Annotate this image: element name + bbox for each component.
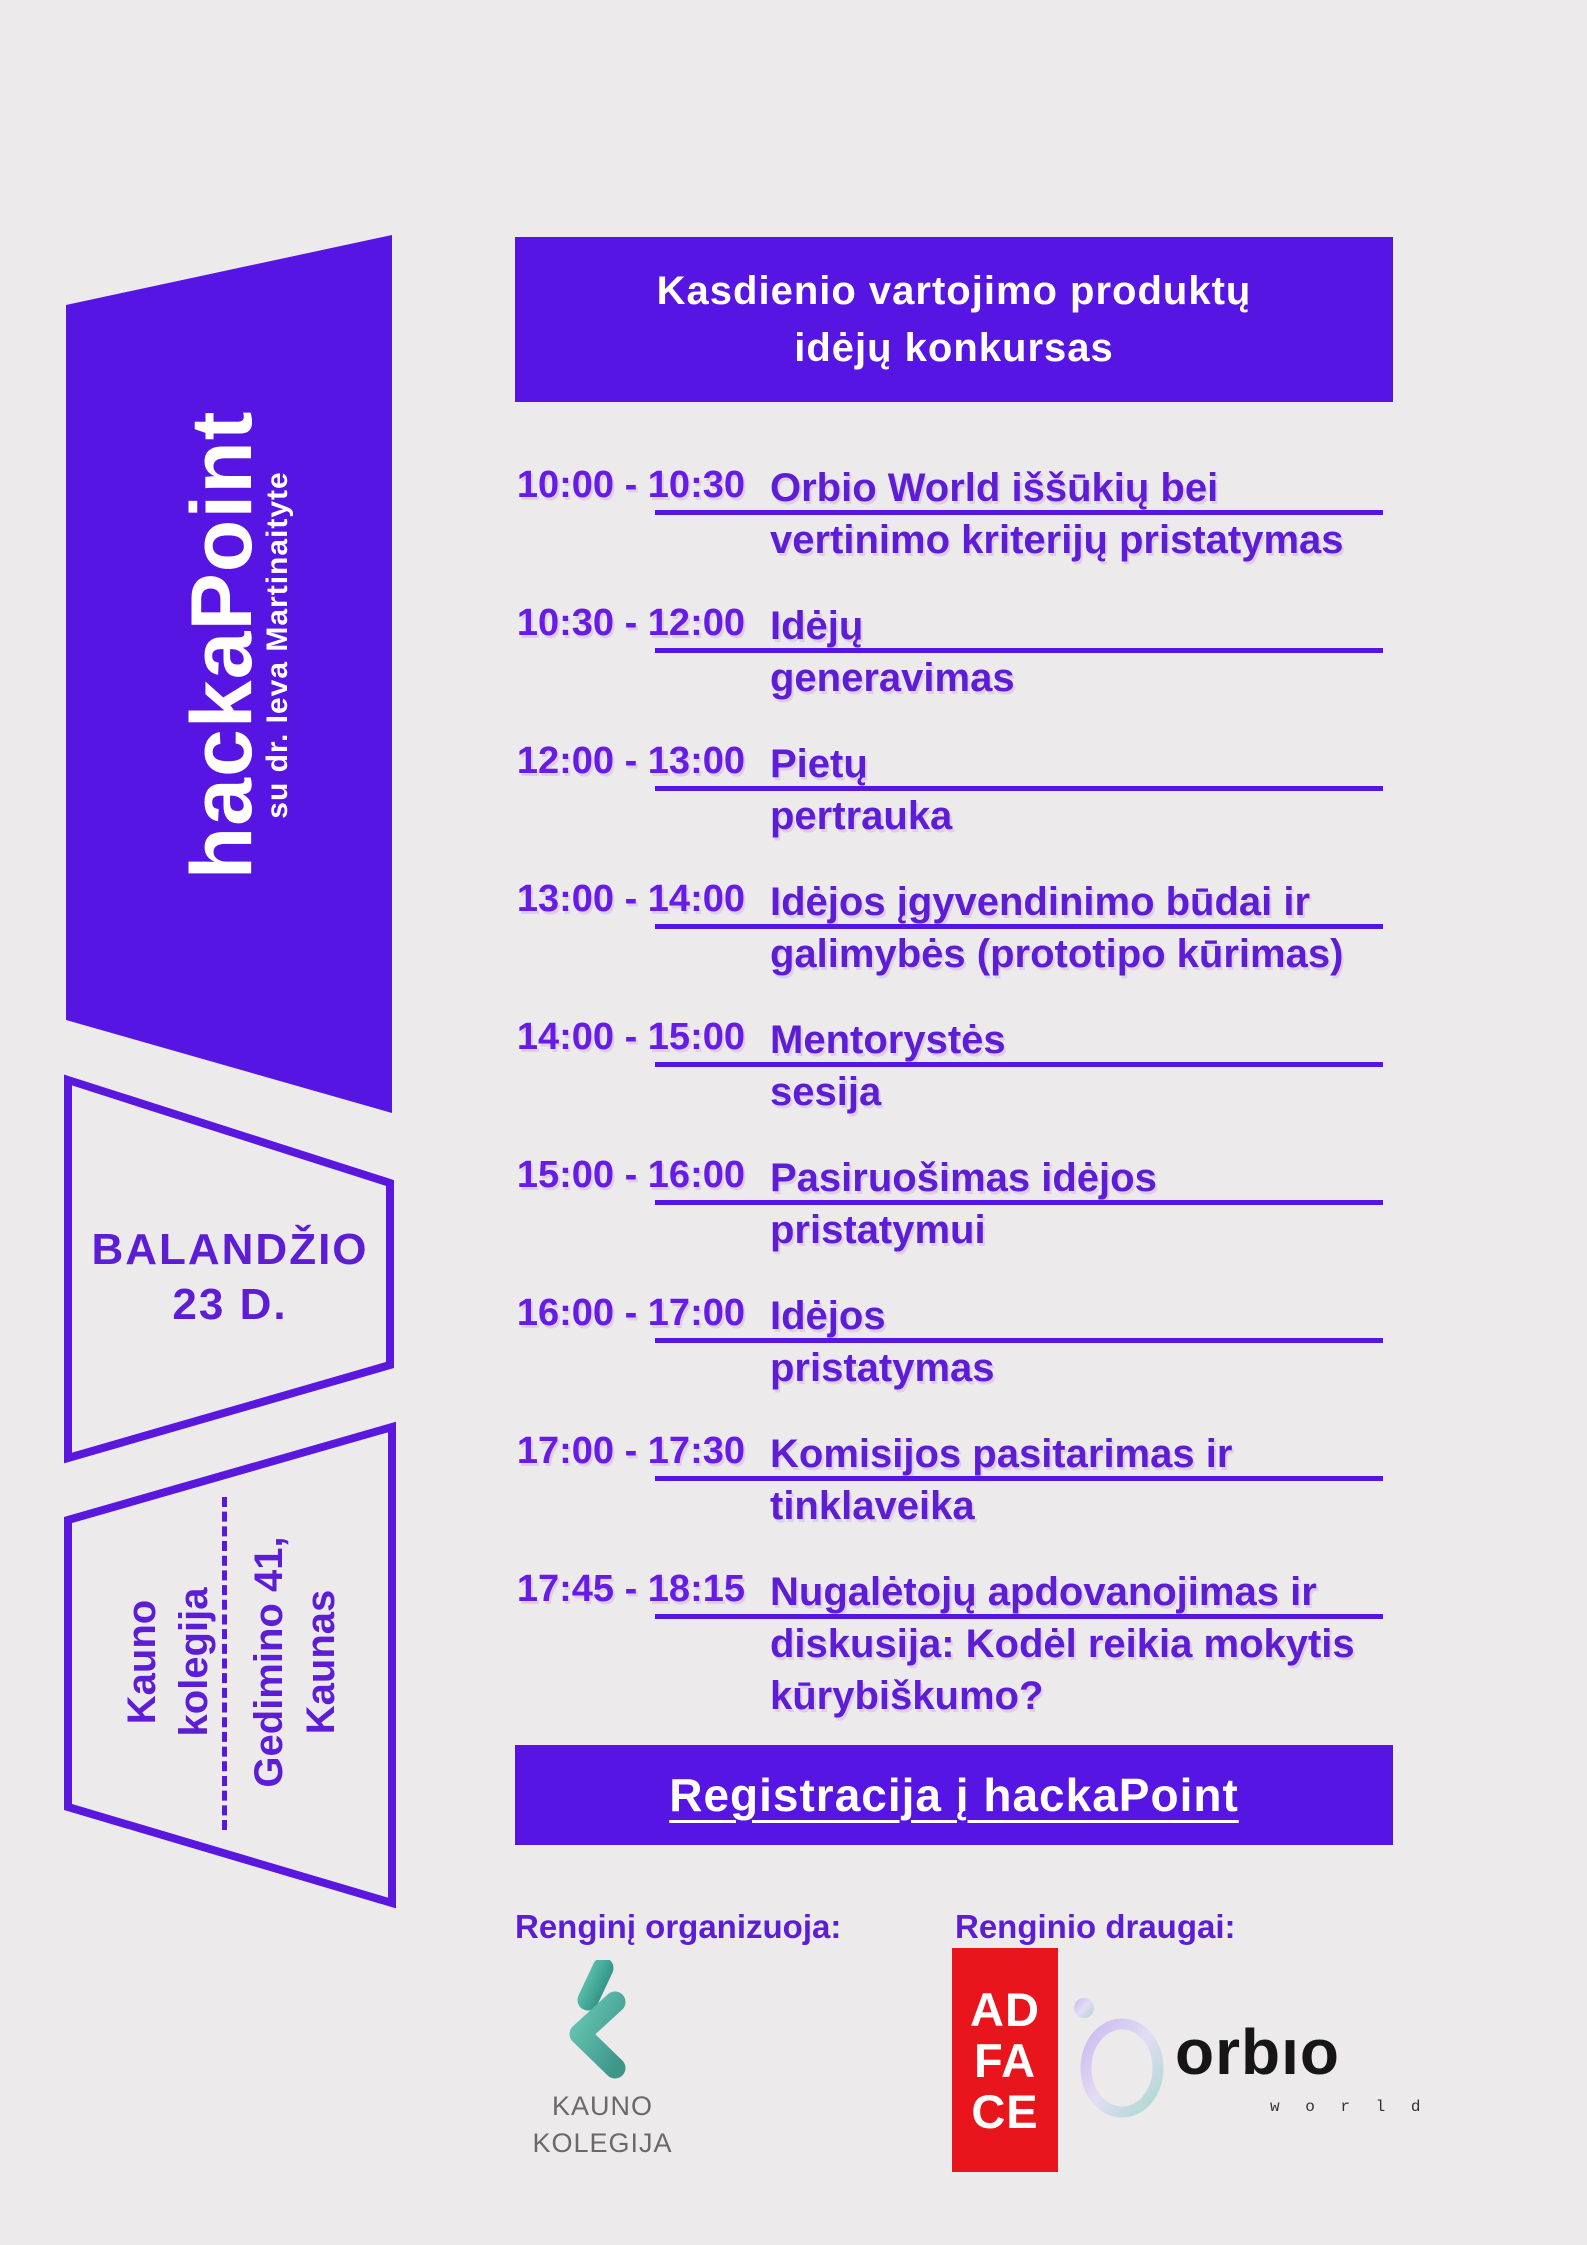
schedule-time: 10:30 - 12:00 (516, 602, 745, 644)
schedule-description: Nugalėtojų apdovanojimas ir diskusija: Ko… (770, 1566, 1393, 1722)
schedule-underline (655, 1476, 1383, 1481)
schedule-description-line: Pasiruošimas idėjos (770, 1156, 1157, 1200)
venue-line2: kolegija (172, 1587, 216, 1737)
date-outline-shape (64, 1074, 394, 1464)
sidebar-purple-banner-shape (66, 235, 392, 1113)
schedule-row: 10:00 - 10:30 Orbio World iššūkių bei vert… (515, 462, 1393, 566)
schedule-description: Pietų pertrauka (770, 738, 1393, 842)
schedule-description-line: pristatymas (770, 1346, 995, 1390)
schedule-description-line: Komisijos pasitarimas ir (770, 1432, 1233, 1476)
schedule-time: 17:45 - 18:15 (516, 1568, 745, 1610)
schedule-row: 15:00 - 16:00 Pasiruošimas idėjos pristaty… (515, 1152, 1393, 1256)
orbio-logo-icon (1074, 1998, 1164, 2118)
schedule-description-line: Idėjos (770, 1294, 886, 1338)
schedule-underline (655, 1338, 1383, 1343)
venue-name: Kauno kolegija (116, 1362, 220, 1962)
schedule-description-line: Orbio World iššūkių bei (770, 466, 1219, 510)
schedule-row: 13:00 - 14:00 Idėjos įgyvendinimo būdai i… (515, 876, 1393, 980)
schedule-row: 10:30 - 12:00 Idėjų generavimas (515, 600, 1393, 704)
venue-line1: Kauno (120, 1599, 164, 1725)
schedule-description: Idėjos pristatymas (770, 1290, 1393, 1394)
schedule-description-line: vertinimo kriterijų pristatymas (770, 518, 1344, 562)
schedule-description: Orbio World iššūkių bei vertinimo kriteri… (770, 462, 1393, 566)
sidebar-shapes (64, 235, 396, 1909)
venue-address-divider (222, 1497, 227, 1830)
orbio-logo-text: orbıo (1175, 2016, 1340, 2088)
partners-label: Renginio draugai: (955, 1908, 1236, 1945)
schedule-description-line: tinklaveika (770, 1484, 975, 1528)
schedule-description-line: Idėjų (770, 604, 864, 648)
kauno-kolegija-logo-icon (569, 1960, 626, 2079)
schedule-description-line: galimybės (prototipo kūrimas) (770, 932, 1344, 976)
registration-label: Registracija į hackaPoint (669, 1769, 1239, 1821)
schedule-underline (655, 510, 1383, 515)
contest-title-line2: idėjų konkursas (794, 325, 1114, 370)
schedule-time: 16:00 - 17:00 (516, 1292, 745, 1334)
schedule-description: Mentorystės sesija (770, 1014, 1393, 1118)
contest-title-line1: Kasdienio vartojimo produktų (656, 268, 1252, 313)
address-line1: Gedimino 41, (247, 1536, 291, 1788)
schedule-underline (655, 1614, 1383, 1619)
schedule-description-line: Nugalėtojų apdovanojimas ir (770, 1570, 1317, 1614)
event-date-month: BALANDŽIO (91, 1225, 369, 1274)
event-date-day: 23 D. (172, 1280, 288, 1329)
adface-logo: AD FA CE (952, 1948, 1058, 2172)
schedule-description: Idėjų generavimas (770, 600, 1393, 704)
schedule-description-line: kūrybiškumo? (770, 1674, 1044, 1718)
venue-outline-shape (64, 1421, 396, 1909)
schedule-underline (655, 648, 1383, 653)
kauno-text-line1: KAUNO (551, 2091, 654, 2121)
schedule-underline (655, 1200, 1383, 1205)
orbio-logo-subtext: w o r l d (1270, 2098, 1429, 2116)
schedule-time: 14:00 - 15:00 (516, 1016, 745, 1058)
schedule-time: 15:00 - 16:00 (516, 1154, 745, 1196)
schedule-underline (655, 786, 1383, 791)
schedule-underline (655, 924, 1383, 929)
event-date: BALANDŽIO 23 D. (68, 1222, 392, 1332)
venue-address: Gedimino 41, Kaunas (243, 1362, 347, 1962)
schedule-time: 10:00 - 10:30 (516, 464, 745, 506)
schedule-underline (655, 1062, 1383, 1067)
schedule-row: 16:00 - 17:00 Idėjos pristatymas (515, 1290, 1393, 1394)
kauno-text-line2: KOLEGIJA (532, 2128, 673, 2158)
contest-banner: Kasdienio vartojimo produktų idėjų konku… (515, 237, 1393, 402)
schedule-row: 12:00 - 13:00 Pietų pertrauka (515, 738, 1393, 842)
schedule-list: 10:00 - 10:30 Orbio World iššūkių bei vert… (515, 462, 1393, 1732)
schedule-description: Idėjos įgyvendinimo būdai ir galimybės (p… (770, 876, 1393, 980)
schedule-description-line: generavimas (770, 656, 1015, 700)
kauno-kolegija-logo-text: KAUNO KOLEGIJA (495, 2088, 710, 2162)
schedule-description: Komisijos pasitarimas ir tinklaveika (770, 1428, 1393, 1532)
adface-line2: FA (973, 2033, 1037, 2087)
schedule-row: 14:00 - 15:00 Mentorystės sesija (515, 1014, 1393, 1118)
schedule-description-line: sesija (770, 1070, 882, 1114)
schedule-description-line: Pietų (770, 742, 868, 786)
registration-button[interactable]: Registracija į hackaPoint (515, 1745, 1393, 1845)
schedule-row: 17:45 - 18:15 Nugalėtojų apdovanojimas ir… (515, 1566, 1393, 1722)
organizer-label: Renginį organizuoja: (515, 1908, 842, 1945)
adface-line1: AD (970, 1982, 1040, 2036)
schedule-row: 17:00 - 17:30 Komisijos pasitarimas ir tin… (515, 1428, 1393, 1532)
schedule-description-line: pristatymui (770, 1208, 986, 1252)
schedule-time: 17:00 - 17:30 (516, 1430, 745, 1472)
schedule-description-line: pertrauka (770, 794, 953, 838)
schedule-time: 13:00 - 14:00 (516, 878, 745, 920)
schedule-description-line: diskusija: Kodėl reikia mokytis (770, 1622, 1355, 1666)
schedule-time: 12:00 - 13:00 (516, 740, 745, 782)
address-line2: Kaunas (299, 1589, 343, 1735)
schedule-description-line: Idėjos įgyvendinimo būdai ir (770, 880, 1311, 924)
schedule-description: Pasiruošimas idėjos pristatymui (770, 1152, 1393, 1256)
event-host: su dr. Ieva Martinaityte (261, 471, 294, 819)
schedule-description-line: Mentorystės (770, 1018, 1006, 1062)
adface-line3: CE (971, 2084, 1039, 2138)
